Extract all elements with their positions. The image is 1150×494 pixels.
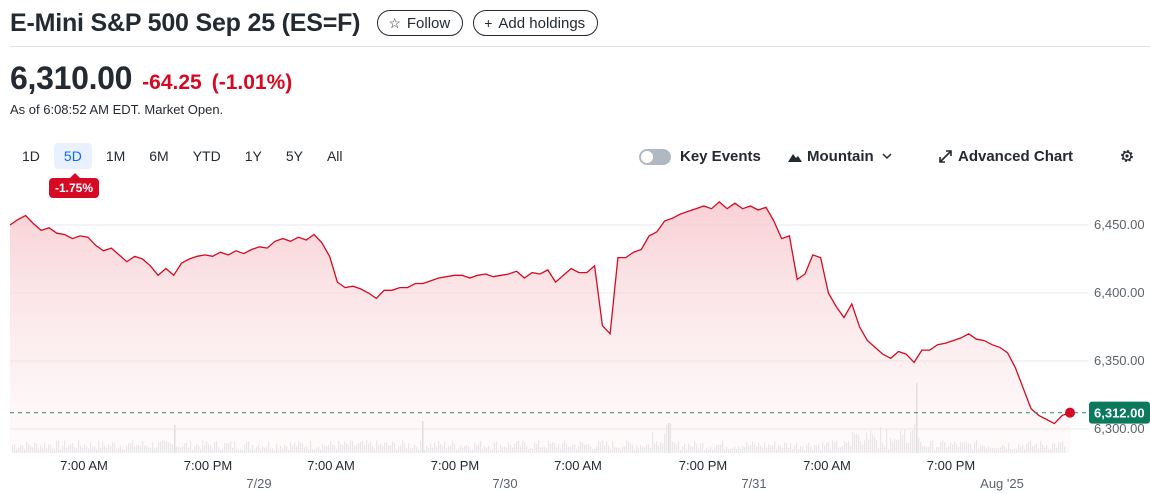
toggle-switch[interactable] [639, 148, 671, 165]
price-change: -64.25 [142, 71, 202, 94]
date-label: 7/29 [246, 476, 271, 491]
x-tick-label: 7:00 AM [60, 458, 108, 473]
follow-label: Follow [406, 14, 451, 32]
x-tick-label: 7:00 PM [431, 458, 479, 473]
quote-summary: 6,310.00 -64.25 (-1.01%) [10, 60, 292, 97]
range-5d[interactable]: 5D [53, 143, 92, 169]
price-line [9, 201, 1071, 425]
advanced-chart-label: Advanced Chart [958, 148, 1074, 165]
date-label: 7/30 [492, 476, 517, 491]
range-5y[interactable]: 5Y [285, 148, 303, 164]
star-icon: ☆ [388, 14, 401, 31]
y-tick-label: 6,300.00 [1094, 421, 1145, 436]
x-tick-label: 7:00 PM [184, 458, 232, 473]
header-divider [10, 46, 1150, 47]
last-price-tag-label: 6,312.00 [1094, 406, 1145, 421]
period-change-badge: -1.75% [49, 173, 100, 198]
last-price-dot [1065, 407, 1075, 418]
plus-icon: + [484, 15, 493, 31]
date-label: Aug '25 [980, 476, 1024, 491]
x-tick-label: 7:00 AM [554, 458, 602, 473]
last-price: 6,310.00 [10, 60, 133, 96]
date-label: 7/31 [741, 476, 766, 491]
y-tick-label: 6,350.00 [1094, 353, 1145, 368]
range-1d[interactable]: 1D [22, 148, 40, 164]
x-tick-label: 7:00 AM [803, 458, 851, 473]
quote-header: E-Mini S&P 500 Sep 25 (ES=F) ☆ Follow + … [10, 6, 599, 40]
mountain-icon [788, 153, 802, 162]
add-holdings-button[interactable]: + Add holdings [473, 10, 599, 36]
quote-timestamp: As of 6:08:52 AM EDT. Market Open. [10, 102, 224, 117]
x-tick-label: 7:00 AM [307, 458, 355, 473]
chevron-down-icon [882, 153, 892, 160]
range-6m[interactable]: 6M [149, 148, 169, 164]
key-events-label: Key Events [680, 148, 761, 165]
range-all[interactable]: All [326, 148, 343, 164]
chart-type-dropdown[interactable]: Mountain [788, 148, 892, 165]
key-events-toggle[interactable]: Key Events [639, 148, 761, 165]
y-tick-label: 6,400.00 [1094, 285, 1145, 300]
price-change-percent: (-1.01%) [211, 71, 293, 94]
range-1y[interactable]: 1Y [244, 148, 262, 164]
range-selector: 1D 5D 1M 6M YTD 1Y 5Y All [12, 143, 357, 169]
y-tick-label: 6,450.00 [1094, 217, 1145, 232]
x-tick-label: 7:00 PM [679, 458, 727, 473]
x-tick-label: 7:00 PM [927, 458, 975, 473]
gear-icon [1121, 150, 1133, 162]
advanced-chart-button[interactable]: Advanced Chart [939, 148, 1073, 165]
last-price-tag [1089, 401, 1150, 424]
follow-button[interactable]: ☆ Follow [377, 10, 464, 36]
range-1m[interactable]: 1M [105, 148, 126, 164]
page-title: E-Mini S&P 500 Sep 25 (ES=F) [10, 8, 361, 37]
price-chart[interactable]: 6,450.00 6,400.00 6,350.00 6,300.006,312.00… [0, 180, 1150, 494]
price-area-fill [10, 201, 1070, 453]
chart-type-label: Mountain [807, 148, 874, 165]
chart-settings-button[interactable] [1119, 148, 1135, 164]
add-holdings-label: Add holdings [498, 14, 586, 32]
range-ytd[interactable]: YTD [192, 148, 221, 164]
expand-arrows-icon [939, 150, 952, 163]
